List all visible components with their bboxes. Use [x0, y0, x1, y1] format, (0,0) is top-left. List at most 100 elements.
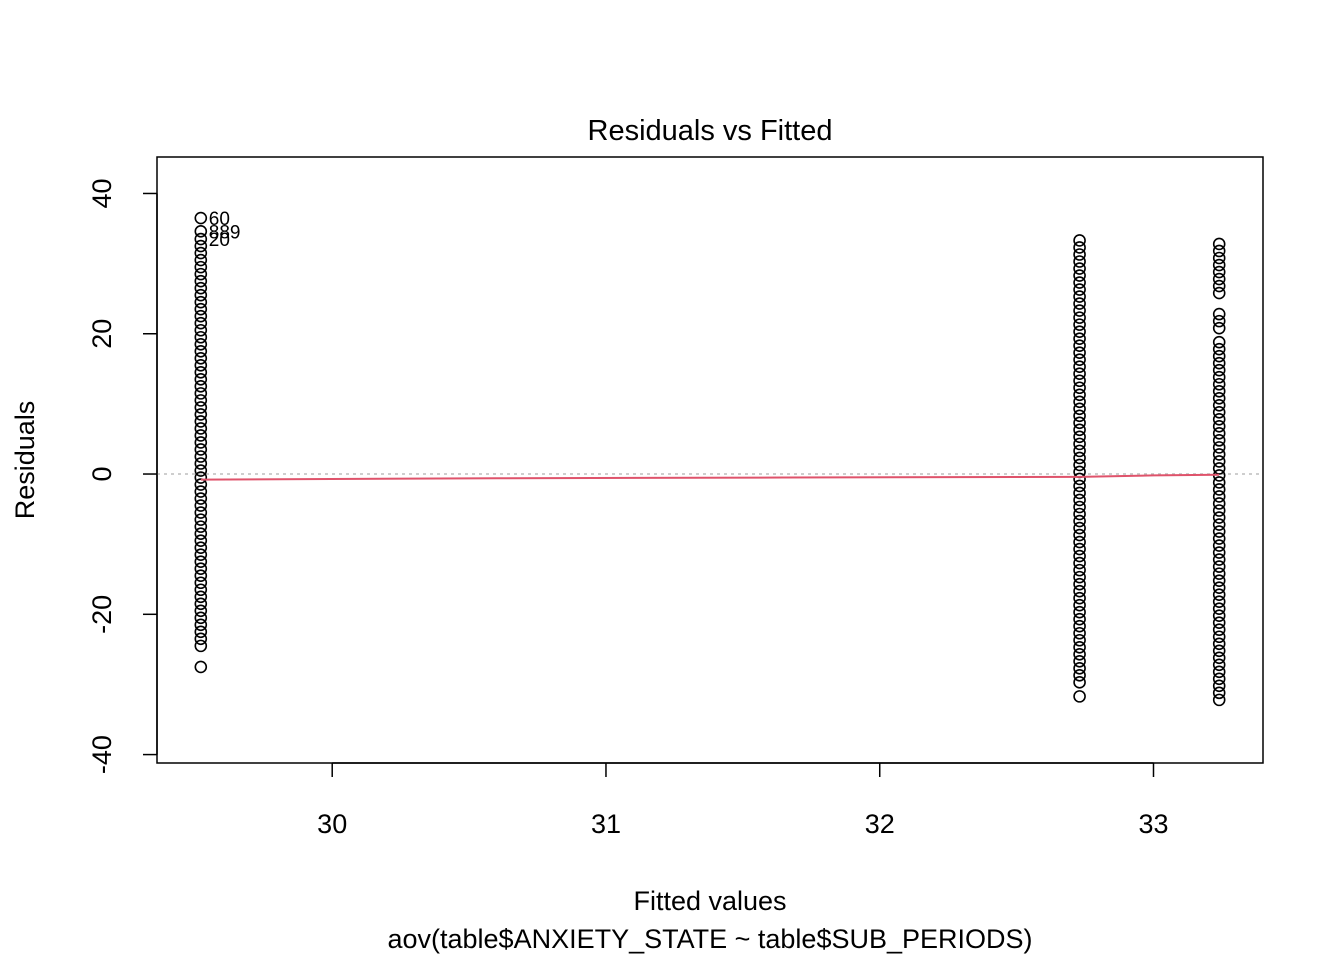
residual-point-group-1 [194, 408, 208, 421]
point-label: 20 [209, 230, 230, 251]
residual-point-group-2 [1073, 451, 1086, 465]
residual-point-group-1 [194, 302, 208, 316]
residual-point-group-3 [1212, 476, 1226, 489]
residual-point-group-1 [194, 576, 208, 590]
residual-point-group-2 [1073, 479, 1086, 493]
y-tick-label: 40 [87, 178, 117, 208]
residual-point-group-1 [194, 583, 208, 597]
residual-point-group-2 [1073, 430, 1086, 444]
residual-point-group-2 [1073, 234, 1086, 247]
residual-point-group-1 [194, 232, 208, 246]
residual-point-group-2 [1073, 647, 1086, 661]
residual-point-group-1 [194, 485, 208, 498]
points-layer [194, 211, 1226, 707]
residual-point-group-3 [1212, 602, 1226, 615]
residual-point-group-3 [1212, 384, 1226, 398]
y-tick-label: -20 [87, 595, 117, 634]
residual-point-group-1 [194, 281, 208, 295]
residual-point-group-3 [1212, 321, 1226, 335]
x-tick-label: 30 [317, 809, 347, 839]
residual-point-group-1 [194, 443, 208, 456]
residual-point-group-1 [194, 211, 208, 225]
residual-point-group-2 [1073, 556, 1086, 570]
residual-point-group-1 [194, 590, 208, 604]
residual-point-group-1 [194, 527, 208, 540]
residual-point-group-1 [194, 436, 208, 449]
residual-point-group-1 [194, 239, 208, 253]
residual-point-group-2 [1073, 563, 1086, 577]
residual-point-group-2 [1073, 662, 1086, 675]
residual-point-group-1 [194, 380, 208, 393]
residual-point-group-1 [194, 366, 208, 379]
residual-point-group-3 [1212, 560, 1226, 573]
residual-point-group-1 [194, 625, 208, 639]
residual-point-group-2 [1073, 360, 1086, 374]
residual-point-group-3 [1212, 518, 1226, 531]
residual-point-group-3 [1212, 434, 1226, 447]
residual-point-group-2 [1073, 374, 1086, 388]
residual-point-group-1 [194, 323, 208, 337]
residual-point-group-1 [194, 288, 208, 302]
residual-point-group-3 [1212, 623, 1226, 637]
residual-point-group-3 [1212, 448, 1226, 461]
point-label: 889 [209, 222, 241, 243]
residual-point-group-1 [194, 492, 208, 505]
residual-point-group-1 [194, 548, 208, 561]
residual-point-group-3 [1212, 279, 1226, 293]
residual-point-group-2 [1073, 633, 1086, 647]
chart-title: Residuals vs Fitted [588, 115, 833, 147]
residual-point-group-2 [1073, 535, 1086, 549]
residual-point-group-3 [1212, 462, 1226, 475]
residual-point-group-3 [1212, 258, 1226, 272]
residual-point-group-3 [1212, 349, 1226, 363]
residual-point-group-1 [194, 457, 208, 470]
residual-point-group-1 [194, 499, 208, 512]
residual-point-group-2 [1073, 676, 1086, 689]
residual-point-group-1 [194, 464, 208, 477]
residual-point-group-1 [194, 422, 208, 435]
residual-point-group-2 [1073, 381, 1086, 395]
y-axis: -40 -20 0 20 40 [87, 178, 158, 774]
residual-point-group-1 [194, 253, 208, 267]
residual-point-group-2 [1073, 619, 1086, 633]
residual-point-group-1 [194, 267, 208, 281]
plot-frame [156, 156, 1264, 764]
residual-point-group-1 [194, 344, 208, 358]
residual-point-group-3 [1212, 251, 1226, 265]
residual-point-group-3 [1212, 286, 1226, 300]
residual-point-group-3 [1212, 525, 1226, 538]
residual-point-group-3 [1212, 672, 1226, 686]
residual-point-group-1 [194, 330, 208, 344]
residual-point-group-2 [1073, 346, 1086, 359]
residual-point-group-3 [1212, 588, 1226, 601]
residual-point-group-1 [194, 260, 208, 274]
residual-point-group-2 [1073, 514, 1086, 528]
residual-point-group-2 [1073, 528, 1086, 542]
residual-point-group-1 [194, 387, 208, 400]
residual-point-group-2 [1073, 318, 1086, 331]
residual-point-group-2 [1073, 276, 1086, 289]
residual-point-group-1 [194, 541, 208, 554]
residual-point-group-3 [1212, 630, 1226, 644]
residual-point-group-2 [1073, 416, 1086, 430]
residual-point-group-1 [194, 351, 208, 365]
residual-point-group-2 [1073, 549, 1086, 563]
residual-point-group-1 [194, 618, 208, 632]
residual-point-group-2 [1073, 423, 1086, 437]
residual-point-group-2 [1073, 542, 1086, 556]
residual-point-group-2 [1073, 255, 1086, 268]
residual-point-group-2 [1073, 402, 1086, 416]
residual-point-group-3 [1212, 483, 1226, 496]
residual-point-group-1 [194, 359, 208, 372]
residual-point-group-3 [1212, 398, 1226, 412]
residual-point-group-2 [1073, 570, 1086, 584]
residual-point-group-3 [1212, 377, 1226, 391]
residual-point-group-2 [1073, 458, 1086, 472]
residual-point-group-2 [1073, 367, 1086, 381]
residual-point-group-3 [1212, 356, 1226, 370]
residual-point-group-1 [194, 246, 208, 260]
residual-point-group-3 [1212, 686, 1226, 700]
residual-point-group-3 [1212, 441, 1226, 454]
